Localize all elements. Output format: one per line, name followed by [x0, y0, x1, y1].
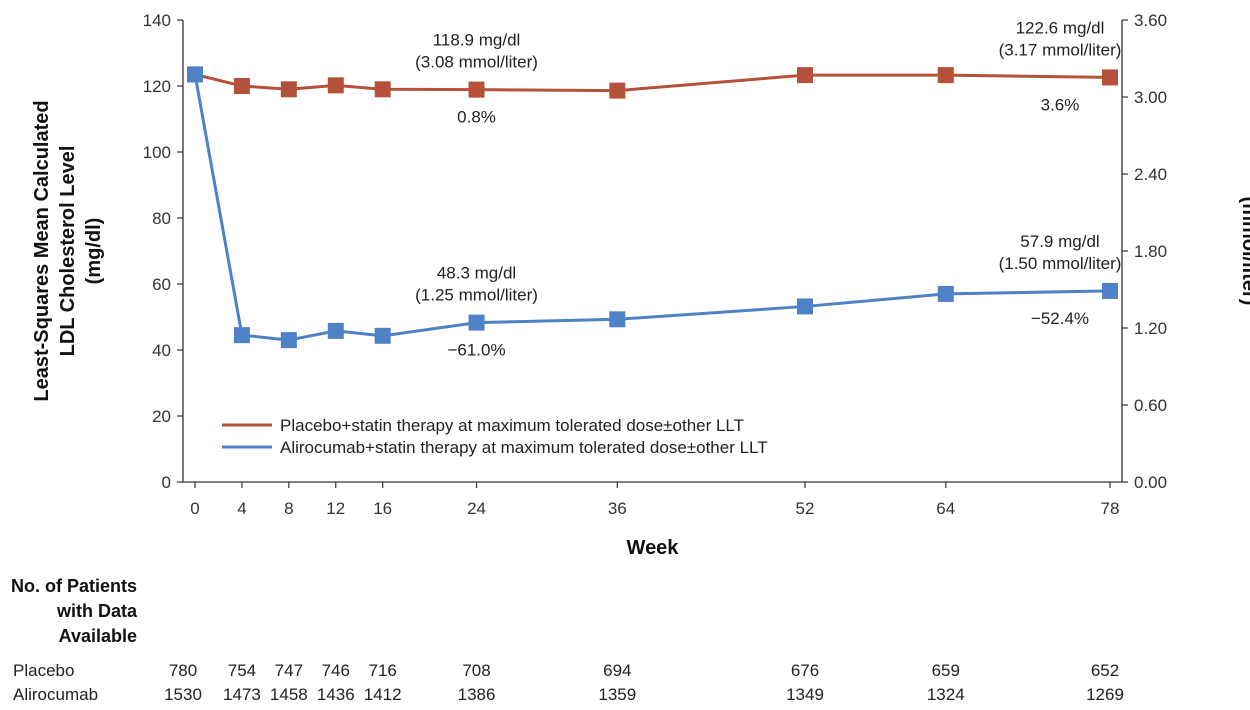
table-cell: 1530 — [164, 685, 202, 704]
x-tick-label: 78 — [1101, 499, 1120, 518]
table-cell: 694 — [603, 661, 631, 680]
annotation-percent: 3.6% — [1041, 95, 1080, 114]
data-point-placebo — [1102, 69, 1118, 86]
y-tick-label: 80 — [152, 209, 171, 228]
x-tick-label: 64 — [936, 499, 955, 518]
data-point-alirocumab — [937, 285, 954, 302]
x-tick-label: 24 — [467, 499, 486, 518]
table-cell: 1386 — [458, 685, 496, 704]
x-tick-label: 52 — [796, 499, 815, 518]
y2-axis-title: (mmol/liter) — [1238, 197, 1250, 306]
annotation-label: 57.9 mg/dl — [1020, 232, 1099, 251]
data-point-alirocumab — [187, 66, 203, 83]
y2-tick-label: 2.40 — [1134, 165, 1167, 184]
table-cell: 1473 — [223, 685, 261, 704]
data-point-placebo — [609, 82, 626, 99]
data-point-placebo — [797, 67, 813, 84]
annotation-label: (3.17 mmol/liter) — [999, 40, 1122, 59]
annotation-percent: −61.0% — [447, 341, 505, 360]
annotation-percent: −52.4% — [1031, 309, 1089, 328]
x-tick-label: 8 — [284, 499, 293, 518]
y2-tick-label: 3.60 — [1134, 11, 1167, 30]
annotation-label: 122.6 mg/dl — [1016, 18, 1105, 37]
y-tick-label: 140 — [143, 11, 171, 30]
data-point-alirocumab — [468, 314, 485, 331]
data-point-placebo — [233, 78, 250, 94]
data-point-alirocumab — [233, 327, 250, 344]
y2-tick-label: 1.80 — [1134, 242, 1167, 261]
table-cell: 746 — [322, 661, 350, 680]
y-axis-title-line: Least-Squares Mean Calculated — [31, 100, 53, 401]
x-tick-label: 36 — [608, 499, 627, 518]
table-heading: Available — [59, 626, 137, 646]
annotation-label: 118.9 mg/dl — [433, 31, 521, 50]
legend-entry: Placebo+statin therapy at maximum tolera… — [280, 416, 744, 435]
table-heading: with Data — [56, 601, 138, 621]
x-tick-label: 12 — [326, 499, 345, 518]
series-line-alirocumab — [193, 74, 1111, 342]
table-cell: 1458 — [270, 685, 308, 704]
data-point-alirocumab — [327, 322, 344, 339]
y-tick-label: 120 — [143, 77, 171, 96]
data-point-alirocumab — [1102, 282, 1118, 299]
table-cell: 1412 — [364, 685, 402, 704]
table-cell: 754 — [228, 661, 256, 680]
table-cell: 716 — [369, 661, 397, 680]
table-cell: 1359 — [598, 685, 636, 704]
table-cell: 1436 — [317, 685, 355, 704]
x-tick-label: 4 — [237, 499, 246, 518]
annotation-label: (1.25 mmol/liter) — [415, 286, 538, 305]
y-axis-title-line: (mg/dl) — [83, 218, 105, 285]
data-point-alirocumab — [609, 311, 626, 328]
table-cell: 1349 — [786, 685, 824, 704]
y2-tick-label: 0.60 — [1134, 396, 1167, 415]
y-tick-label: 100 — [143, 143, 171, 162]
y-tick-label: 40 — [152, 341, 171, 360]
data-point-placebo — [937, 67, 954, 84]
y2-tick-label: 3.00 — [1134, 88, 1167, 107]
table-cell: 708 — [462, 661, 490, 680]
axes-group: 0204060801001201400.000.601.201.802.403.… — [31, 11, 1250, 559]
y-axis-title-line: LDL Cholesterol Level — [57, 146, 79, 357]
table-heading: No. of Patients — [11, 576, 137, 596]
data-point-placebo — [374, 81, 391, 98]
x-tick-label: 16 — [373, 499, 392, 518]
table-cell: 676 — [791, 661, 819, 680]
table-cell: 1269 — [1086, 685, 1124, 704]
data-point-placebo — [468, 81, 485, 98]
y2-tick-label: 0.00 — [1134, 473, 1167, 492]
data-point-placebo — [327, 77, 344, 94]
legend-entry: Alirocumab+statin therapy at maximum tol… — [280, 438, 768, 457]
series-line-placebo — [194, 72, 1111, 93]
annotation-label: (1.50 mmol/liter) — [999, 254, 1122, 273]
table-cell: 652 — [1091, 661, 1119, 680]
data-point-alirocumab — [280, 332, 297, 349]
patients-table: No. of Patients with Data Available Placebo… — [11, 576, 1124, 704]
x-tick-label: 0 — [190, 499, 199, 518]
y-tick-label: 20 — [152, 407, 171, 426]
y-tick-label: 60 — [152, 275, 171, 294]
series-group — [187, 66, 1118, 349]
table-cell: 1324 — [927, 685, 965, 704]
annotations-group: 118.9 mg/dl (3.08 mmol/liter) 0.8% 122.6 mg… — [415, 18, 1121, 359]
table-cell: 659 — [932, 661, 960, 680]
data-point-placebo — [280, 81, 297, 98]
annotation-label: 48.3 mg/dl — [437, 264, 516, 283]
x-axis-title: Week — [627, 537, 680, 559]
table-cell: 747 — [275, 661, 303, 680]
y-tick-label: 0 — [162, 473, 171, 492]
annotation-label: (3.08 mmol/liter) — [415, 53, 538, 72]
table-row-label: Placebo — [13, 661, 74, 680]
y2-tick-label: 1.20 — [1134, 319, 1167, 338]
data-point-alirocumab — [374, 327, 391, 344]
annotation-percent: 0.8% — [457, 108, 496, 127]
table-cell: 780 — [169, 661, 197, 680]
table-row-label: Alirocumab — [13, 685, 98, 704]
data-point-alirocumab — [797, 298, 813, 315]
legend: Placebo+statin therapy at maximum tolera… — [222, 416, 768, 457]
